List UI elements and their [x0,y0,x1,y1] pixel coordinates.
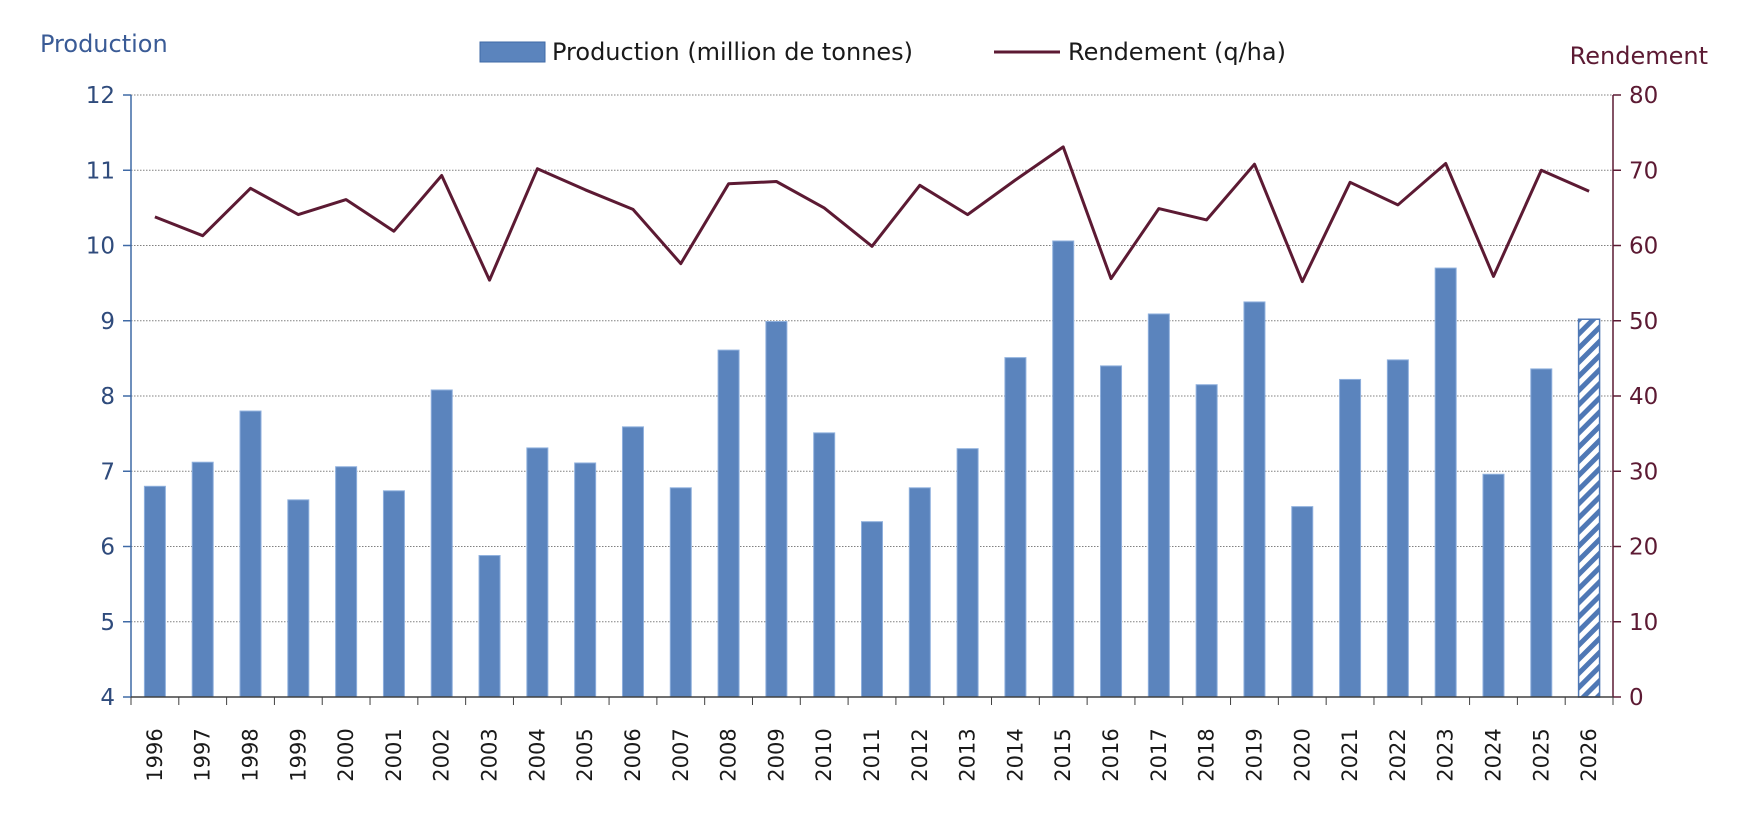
bar-2019 [1243,301,1266,698]
right-tick-label: 30 [1629,459,1658,485]
left-tick-label: 8 [100,384,115,410]
x-tick-label: 2024 [1481,728,1505,781]
bar-2012 [908,487,931,698]
bar-2014 [1004,357,1027,698]
yield-line [154,145,1590,284]
right-tick-label: 20 [1629,535,1658,561]
x-tick-label: 2018 [1195,728,1219,781]
left-tick-label: 6 [100,535,115,561]
right-axis-title: Rendement [1570,42,1708,70]
x-tick-label: 1999 [286,728,310,781]
bar-2020 [1291,506,1314,698]
x-tick-label: 2013 [956,728,980,781]
left-axis-title: Production [40,30,168,58]
x-tick-label: 2010 [812,728,836,781]
left-tick-label: 10 [86,234,115,260]
legend-bar-swatch [479,41,546,63]
x-tick-label: 2014 [1003,728,1027,781]
bar-2004 [526,447,549,698]
x-tick-label: 2026 [1577,728,1601,781]
x-tick-label: 2003 [478,728,502,781]
x-tick-label: 2011 [860,728,884,781]
right-tick-label: 40 [1629,384,1658,410]
bar-2006 [621,426,644,698]
x-tick-label: 2022 [1386,728,1410,781]
bar-1999 [287,499,310,698]
x-tick-label: 1996 [143,728,167,781]
x-tick-label: 2025 [1529,728,1553,781]
bar-2011 [861,521,883,698]
x-tick-label: 2005 [573,728,597,781]
right-axis-ticks: 0 10 20 30 40 50 60 70 80 [1613,83,1658,711]
x-tick-label: 2023 [1434,728,1458,781]
x-tick-label: 2000 [334,728,358,781]
x-tick-label: 2004 [525,728,549,781]
legend-yield-label: Rendement (q/ha) [1068,38,1286,66]
x-tick-label: 2016 [1099,728,1123,781]
x-tick-label: 1997 [191,728,215,781]
left-tick-label: 5 [100,610,115,636]
bar-2007 [669,487,692,698]
x-tick-label: 2017 [1147,728,1171,781]
bar-1998 [239,410,262,698]
right-tick-label: 70 [1629,158,1658,184]
bar-1997 [191,461,214,698]
bar-2024 [1482,473,1505,698]
bar-2013 [956,448,979,698]
bar-2017 [1147,313,1170,698]
legend-production-label: Production (million de tonnes) [552,38,913,66]
bar-1996 [143,485,166,698]
left-tick-label: 11 [86,158,115,184]
bar-series [143,240,1601,698]
x-tick-label: 2007 [669,728,693,781]
bar-2003 [478,555,501,698]
left-tick-label: 9 [100,309,115,335]
x-tick-label: 2020 [1290,728,1314,781]
x-tick-label: 2006 [621,728,645,781]
bar-2010 [813,432,836,698]
x-axis-ticks: 1996 1997 1998 1999 2000 2001 2002 2003 2004 2005… [130,697,1614,782]
bar-2000 [335,466,358,698]
x-tick-label: 2019 [1242,728,1266,781]
left-axis-ticks: 4 5 6 7 8 9 10 11 12 [86,83,131,711]
x-tick-label: 2001 [382,728,406,781]
bar-2026 [1577,318,1601,698]
right-tick-label: 80 [1629,83,1658,109]
bar-2023 [1434,267,1457,698]
bar-2016 [1100,365,1123,698]
right-tick-label: 60 [1629,234,1658,260]
x-tick-label: 2021 [1338,728,1362,781]
bar-2002 [430,389,453,698]
bar-2025 [1530,368,1553,698]
x-tick-label: 2008 [717,728,741,781]
right-tick-label: 0 [1629,685,1644,711]
bar-2009 [765,321,788,698]
right-tick-label: 50 [1629,309,1658,335]
left-tick-label: 4 [100,685,115,711]
bar-2021 [1339,378,1362,698]
legend: Production (million de tonnes) Rendement… [479,38,1286,66]
bar-2018 [1195,384,1218,698]
left-tick-label: 12 [86,83,115,109]
bar-2001 [382,490,405,698]
bar-2015 [1052,240,1075,698]
right-tick-label: 10 [1629,610,1658,636]
x-tick-label: 2002 [430,728,454,781]
x-tick-label: 2015 [1051,728,1075,781]
x-tick-label: 2012 [908,728,932,781]
left-tick-label: 7 [100,459,115,485]
x-tick-label: 1998 [239,728,263,781]
bar-2005 [574,462,597,698]
bar-2008 [717,349,740,698]
bar-2022 [1386,359,1409,698]
x-tick-label: 2009 [764,728,788,781]
